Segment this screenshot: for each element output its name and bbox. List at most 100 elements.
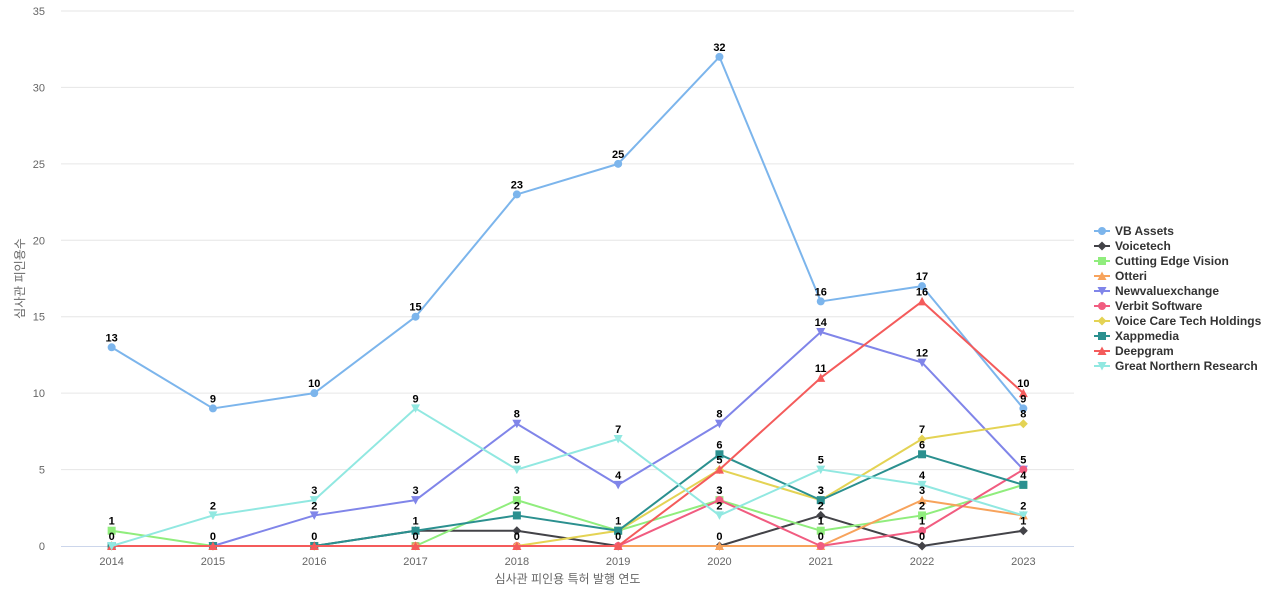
data-label: 4 — [919, 470, 926, 482]
data-label: 3 — [311, 485, 317, 497]
data-label: 5 — [716, 455, 722, 467]
data-label: 2 — [919, 500, 925, 512]
x-tick-label: 2016 — [302, 556, 326, 568]
y-tick-label: 30 — [33, 82, 45, 94]
data-point — [715, 496, 724, 505]
legend-marker — [1098, 257, 1106, 265]
data-label: 14 — [815, 317, 828, 329]
legend-item[interactable]: Newvaluexchange — [1094, 284, 1219, 298]
y-axis-ticks: 0 5 10 15 20 25 30 35 — [33, 6, 45, 553]
data-point — [816, 510, 826, 520]
data-label: 3 — [716, 485, 722, 497]
data-label: 2 — [210, 500, 216, 512]
data-point — [411, 404, 421, 413]
data-point — [310, 389, 319, 398]
series-line — [110, 407, 1025, 547]
x-tick-label: 2018 — [505, 556, 529, 568]
data-label: 0 — [210, 531, 216, 543]
data-point — [411, 312, 420, 321]
x-axis-ticks: 2014 2015 2016 2017 2018 2019 2020 2021 2022 2023 — [99, 556, 1035, 568]
legend-item[interactable]: Voicetech — [1094, 239, 1171, 253]
series-voice-care-tech-holdings — [107, 419, 1028, 551]
data-label: 7 — [919, 424, 925, 436]
data-label: 6 — [716, 439, 722, 451]
series-great-northern-research — [107, 404, 1028, 551]
data-point — [613, 480, 623, 490]
data-point — [816, 542, 825, 550]
data-label: 16 — [916, 286, 928, 298]
data-point — [917, 358, 927, 368]
data-label: 8 — [514, 409, 520, 421]
legend-label: Otteri — [1115, 269, 1147, 283]
data-point — [208, 511, 218, 520]
data-label: 0 — [716, 531, 722, 543]
series-line — [110, 300, 1025, 547]
data-point — [107, 542, 117, 551]
data-label: 3 — [514, 485, 520, 497]
data-label: 6 — [919, 439, 925, 451]
series-verbit-software — [107, 465, 1028, 550]
legend-marker — [1097, 362, 1107, 371]
legend-item[interactable]: Verbit Software — [1094, 299, 1203, 313]
data-label: 3 — [818, 485, 824, 497]
data-label: 5 — [1020, 455, 1026, 467]
legend-item[interactable]: Otteri — [1094, 269, 1147, 283]
data-point — [917, 480, 927, 490]
data-label: 9 — [1020, 393, 1026, 405]
x-tick-label: 2019 — [606, 556, 630, 568]
data-label: 25 — [612, 149, 624, 161]
data-point — [411, 526, 420, 535]
legend-label: Voicetech — [1115, 239, 1171, 253]
y-tick-label: 15 — [33, 312, 45, 324]
data-label: 3 — [412, 485, 418, 497]
data-label: 3 — [818, 485, 824, 497]
data-point — [918, 450, 927, 459]
legend-item[interactable]: Cutting Edge Vision — [1094, 254, 1229, 268]
y-tick-label: 20 — [33, 235, 45, 247]
data-label: 1 — [615, 516, 621, 528]
data-point — [917, 296, 927, 306]
data-label: 16 — [815, 286, 827, 298]
gridlines — [61, 10, 1074, 471]
data-label: 10 — [1017, 378, 1029, 390]
data-label: 9 — [412, 393, 418, 405]
legend-marker — [1098, 332, 1106, 340]
data-point — [309, 496, 319, 505]
data-point — [816, 328, 826, 337]
data-point — [614, 526, 623, 535]
legend-marker — [1098, 302, 1106, 310]
legend-marker — [1098, 227, 1106, 235]
legend-item[interactable]: Voice Care Tech Holdings — [1094, 314, 1262, 328]
data-point — [512, 541, 522, 550]
data-label: 2 — [1020, 500, 1026, 512]
legend-item[interactable]: VB Assets — [1094, 224, 1174, 238]
data-label: 1 — [1020, 516, 1026, 528]
legend-label: Xappmedia — [1115, 329, 1179, 343]
legend-item[interactable]: Deepgram — [1094, 344, 1174, 358]
data-label: 9 — [210, 393, 216, 405]
data-label: 3 — [919, 485, 925, 497]
data-point — [714, 541, 724, 550]
data-label: 1 — [109, 516, 115, 528]
legend-label: Newvaluexchange — [1115, 284, 1219, 298]
data-point — [512, 465, 522, 475]
legend-item[interactable]: Xappmedia — [1094, 329, 1179, 343]
data-label: 0 — [919, 531, 925, 543]
data-point — [309, 541, 319, 550]
legend-label: Deepgram — [1115, 344, 1174, 358]
data-point — [512, 511, 521, 520]
legend-item[interactable]: Great Northern Research — [1094, 359, 1258, 373]
data-point — [816, 373, 826, 382]
x-tick-label: 2022 — [910, 556, 934, 568]
x-tick-label: 2023 — [1011, 556, 1035, 568]
legend-marker — [1097, 316, 1107, 326]
data-label: 0 — [311, 531, 317, 543]
series-voicetech — [107, 510, 1028, 551]
series-newvaluexchange — [107, 328, 1028, 551]
data-label: 11 — [815, 363, 827, 375]
legend-marker — [1097, 287, 1107, 296]
data-point — [917, 495, 927, 505]
